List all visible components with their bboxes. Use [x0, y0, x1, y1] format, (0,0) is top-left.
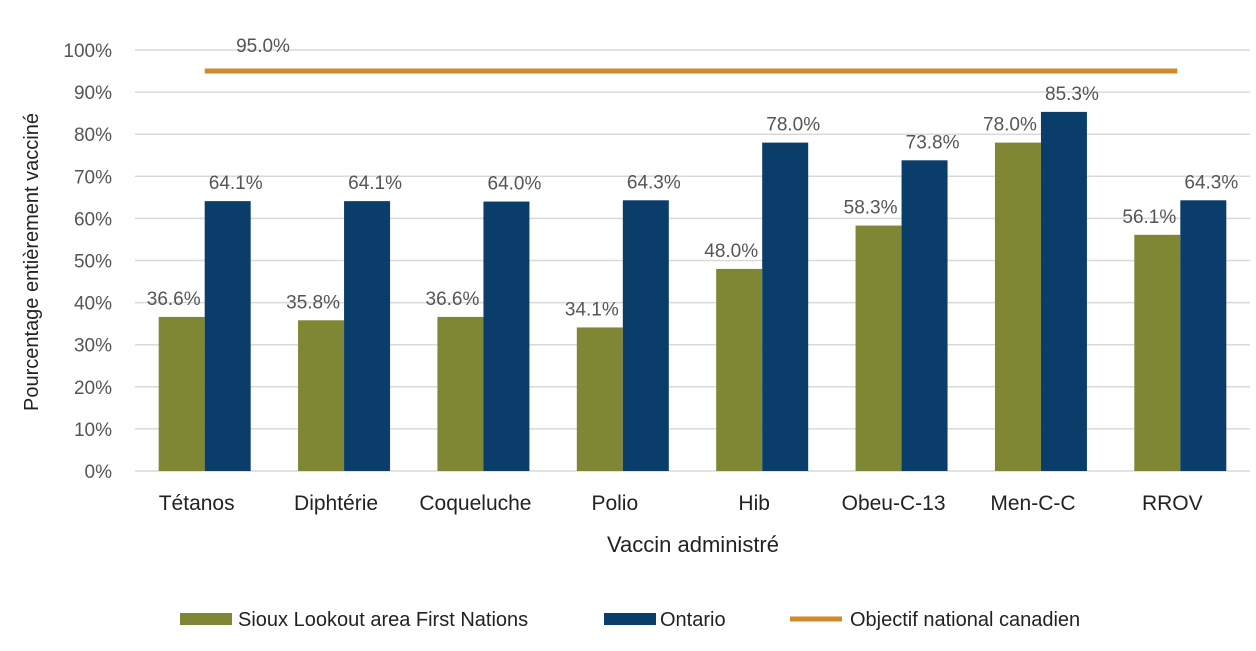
x-tick-label: Tétanos [159, 492, 235, 515]
legend-swatch-ontario [604, 613, 656, 625]
legend-label-sioux: Sioux Lookout area First Nations [238, 609, 528, 631]
y-tick-label: 20% [74, 378, 112, 399]
y-tick-label: 70% [74, 167, 112, 188]
y-tick-label: 40% [74, 294, 112, 315]
legend-label-ontario: Ontario [660, 609, 726, 631]
data-label: 64.1% [348, 173, 402, 194]
data-label: 36.6% [147, 289, 201, 310]
y-tick-label: 10% [74, 420, 112, 441]
data-label: 34.1% [565, 299, 619, 320]
data-label: 56.1% [1122, 207, 1176, 228]
data-label: 64.3% [627, 172, 681, 193]
bar-sioux [855, 225, 902, 471]
legend: Sioux Lookout area First Nations Ontario… [180, 609, 1080, 631]
bar-ontario [762, 142, 809, 471]
data-label: 73.8% [906, 132, 960, 153]
bar-sioux [298, 320, 345, 471]
legend-swatch-sioux [180, 613, 232, 625]
x-axis-ticks: Tétanos Diphtérie Coqueluche Polio Hib Obeu-C… [159, 492, 1203, 515]
data-label: 78.0% [766, 115, 820, 136]
bar-ontario [1040, 111, 1087, 472]
bar-sioux [437, 316, 484, 471]
x-axis-label: Vaccin administré [607, 532, 779, 557]
data-label: 48.0% [704, 241, 758, 262]
bar-sioux [1134, 234, 1181, 471]
data-label: 78.0% [983, 115, 1037, 136]
x-tick-label: Obeu-C-13 [842, 492, 946, 515]
y-tick-label: 90% [74, 83, 112, 104]
y-axis-label: Pourcentage entièrement vacciné [21, 113, 43, 411]
x-tick-label: Polio [591, 492, 638, 515]
bar-sioux [576, 327, 623, 471]
objectif-label: 95.0% [236, 36, 290, 57]
y-tick-label: 60% [74, 209, 112, 230]
data-label: 85.3% [1045, 84, 1099, 105]
data-label: 35.8% [286, 292, 340, 313]
y-tick-label: 80% [74, 125, 112, 146]
x-tick-label: Coqueluche [419, 492, 531, 515]
bar-ontario [204, 201, 251, 471]
data-label: 64.0% [488, 174, 542, 195]
legend-label-objectif: Objectif national canadien [850, 609, 1080, 631]
bar-ontario [622, 200, 669, 471]
y-tick-label: 30% [74, 336, 112, 357]
bars: 36.6% 64.1% 35.8% 64.1% 36.6% 64.0% 34.1% 64.3%… [147, 84, 1238, 472]
x-tick-label: Hib [738, 492, 770, 515]
bar-sioux [994, 142, 1041, 471]
y-tick-label: 0% [85, 462, 113, 483]
data-label: 64.3% [1184, 172, 1238, 193]
x-tick-label: RROV [1142, 492, 1203, 515]
bar-ontario [1180, 200, 1227, 471]
data-label: 58.3% [844, 198, 898, 219]
bar-sioux [158, 316, 205, 471]
data-label: 64.1% [209, 173, 263, 194]
y-tick-label: 50% [74, 252, 112, 273]
x-tick-label: Men-C-C [990, 492, 1075, 515]
bar-sioux [716, 268, 763, 471]
reference-line: 95.0% [204, 36, 1178, 74]
y-tick-label: 100% [63, 41, 112, 62]
x-tick-label: Diphtérie [294, 492, 378, 515]
bar-ontario [901, 160, 948, 471]
data-label: 36.6% [426, 289, 480, 310]
bar-ontario [344, 201, 391, 471]
bar-ontario [483, 201, 530, 471]
y-axis-ticks: 0% 10% 20% 30% 40% 50% 60% 70% 80% 90% 100% [63, 41, 112, 483]
